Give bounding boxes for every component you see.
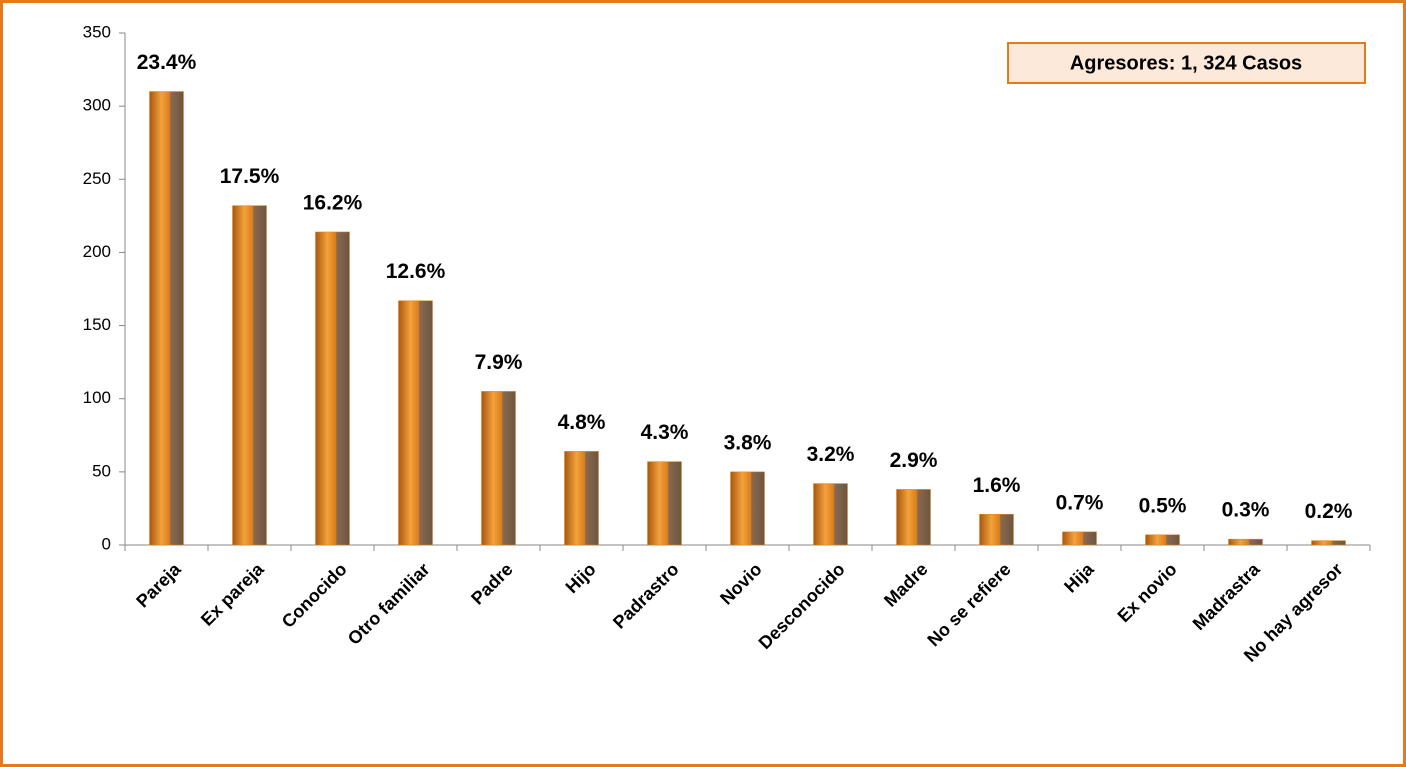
value-label: 0.7% (1056, 491, 1104, 514)
annotation-box (1007, 42, 1366, 84)
value-label: 3.2% (807, 443, 855, 466)
x-tick-label: Ex novio (1114, 559, 1181, 626)
x-tick-label: Padrastro (609, 559, 683, 633)
x-tick-label: Conocido (278, 559, 351, 632)
x-tick-label: Novio (716, 559, 766, 609)
x-tick-label: Hijo (562, 559, 600, 597)
y-tick-label: 100 (83, 388, 111, 407)
bar (730, 471, 765, 546)
value-label: 23.4% (137, 51, 197, 74)
x-tick-label: No se refiere (923, 559, 1014, 650)
bar (315, 231, 350, 546)
value-label: 0.2% (1305, 500, 1353, 523)
value-label: 7.9% (475, 351, 523, 374)
bar (232, 205, 267, 546)
x-tick-label: Padre (467, 559, 517, 609)
value-label: 12.6% (386, 260, 446, 283)
value-label: 4.8% (558, 411, 606, 434)
value-label: 1.6% (973, 474, 1021, 497)
bar (481, 391, 516, 546)
x-tick-label: Madre (880, 559, 932, 611)
bar (979, 514, 1014, 546)
x-tick-label: Ex pareja (197, 558, 268, 629)
y-tick-label: 350 (83, 22, 111, 41)
value-label: 16.2% (303, 191, 363, 214)
bar (647, 461, 682, 546)
x-tick-label: Otro familiar (344, 559, 434, 649)
x-tick-label: Madrastra (1189, 558, 1265, 634)
x-tick-label: Hija (1060, 558, 1098, 596)
bar (1228, 538, 1263, 546)
value-label: 3.8% (724, 431, 772, 454)
x-tick-label: Desconocido (755, 559, 849, 653)
y-tick-label: 200 (83, 242, 111, 261)
bar (564, 451, 599, 546)
annotation: Agresores: 1, 324 Casos (1070, 52, 1302, 74)
x-tick-label: Pareja (132, 558, 185, 611)
value-label: 0.3% (1222, 499, 1270, 522)
y-tick-label: 0 (102, 534, 111, 553)
y-tick-label: 50 (92, 461, 111, 480)
bar (149, 91, 184, 546)
bar (398, 300, 433, 546)
bar (813, 483, 848, 546)
bar (1062, 531, 1097, 546)
value-label: 0.5% (1139, 494, 1187, 517)
value-label: 2.9% (890, 449, 938, 472)
y-tick-label: 250 (83, 169, 111, 188)
bar (1311, 540, 1346, 546)
bar (896, 489, 931, 546)
value-label: 17.5% (220, 165, 280, 188)
y-tick-label: 150 (83, 315, 111, 334)
y-tick-label: 300 (83, 96, 111, 115)
bar (1145, 534, 1180, 546)
value-label: 4.3% (641, 421, 689, 444)
